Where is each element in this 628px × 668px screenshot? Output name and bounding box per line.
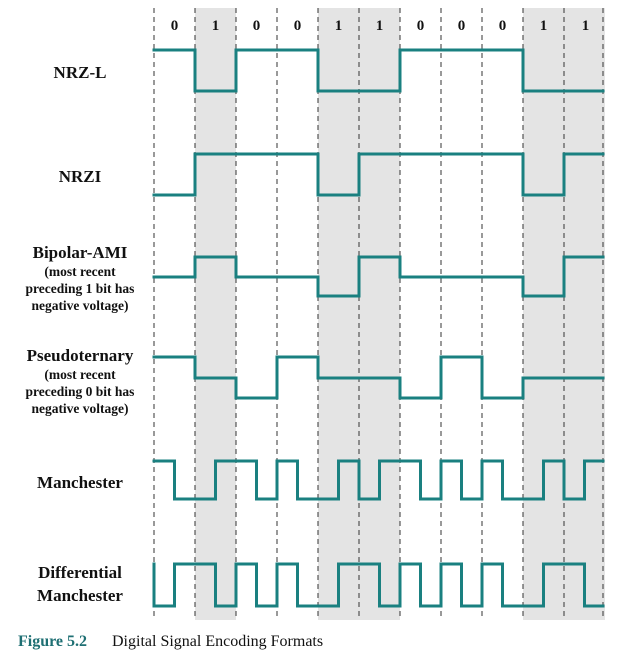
row-label-line: Manchester: [37, 473, 123, 492]
bit-label: 0: [417, 18, 425, 34]
row-note-line: negative voltage): [31, 401, 128, 416]
row-label-line: NRZI: [59, 167, 102, 186]
caption-number: Figure 5.2: [18, 633, 87, 650]
bit-label: 0: [499, 18, 507, 34]
signal-waveforms: [152, 48, 605, 608]
nrz-l-label: NRZ-L: [54, 63, 107, 82]
caption-title: Digital Signal Encoding Formats: [112, 633, 323, 650]
row-note-line: preceding 0 bit has: [26, 384, 135, 399]
bit-label: 1: [540, 18, 548, 34]
one-bit-shade: [318, 8, 359, 620]
row-note-line: preceding 1 bit has: [26, 281, 135, 296]
figure-caption: Figure 5.2 Digital Signal Encoding Forma…: [18, 633, 323, 650]
differential-manchester-label: Differential Manchester: [37, 563, 123, 605]
bit-label: 1: [376, 18, 384, 34]
bit-label: 1: [582, 18, 590, 34]
pseudoternary-waveform: [152, 355, 605, 400]
bipolar-ami-label: Bipolar-AMI (most recent preceding 1 bit h…: [26, 243, 135, 313]
row-labels: NRZ-L NRZI Bipolar-AMI (most recent precedin…: [26, 63, 135, 605]
row-note-line: negative voltage): [31, 298, 128, 313]
nrz-l-waveform: [152, 48, 605, 93]
one-bit-shade: [195, 8, 236, 620]
bit-shading: [195, 8, 605, 620]
bit-label: 0: [171, 18, 179, 34]
manchester-waveform: [152, 459, 605, 501]
nrzi-waveform: [152, 152, 605, 197]
bit-boundaries: [153, 8, 604, 620]
row-label-line: Manchester: [37, 586, 123, 605]
bit-label: 1: [212, 18, 220, 34]
bit-label: 0: [253, 18, 261, 34]
nrzi-label: NRZI: [59, 167, 102, 186]
row-label-line: Pseudoternary: [27, 346, 134, 365]
differential-manchester-waveform: [152, 562, 605, 608]
row-note-line: (most recent: [44, 367, 116, 382]
bipolar-ami-waveform: [152, 255, 605, 298]
row-label-line: Bipolar-AMI: [33, 243, 128, 262]
one-bit-shade: [564, 8, 605, 620]
one-bit-shade: [523, 8, 564, 620]
bit-label: 1: [335, 18, 343, 34]
row-label-line: Differential: [38, 563, 122, 582]
row-note-line: (most recent: [44, 264, 116, 279]
one-bit-shade: [359, 8, 400, 620]
pseudoternary-label: Pseudoternary (most recent preceding 0 bit…: [26, 346, 135, 416]
bit-label: 0: [458, 18, 466, 34]
row-label-line: NRZ-L: [54, 63, 107, 82]
manchester-label: Manchester: [37, 473, 123, 492]
bit-label: 0: [294, 18, 302, 34]
bit-sequence: 0 1 0 0 1 1 0 0 0 1 1: [171, 18, 590, 34]
